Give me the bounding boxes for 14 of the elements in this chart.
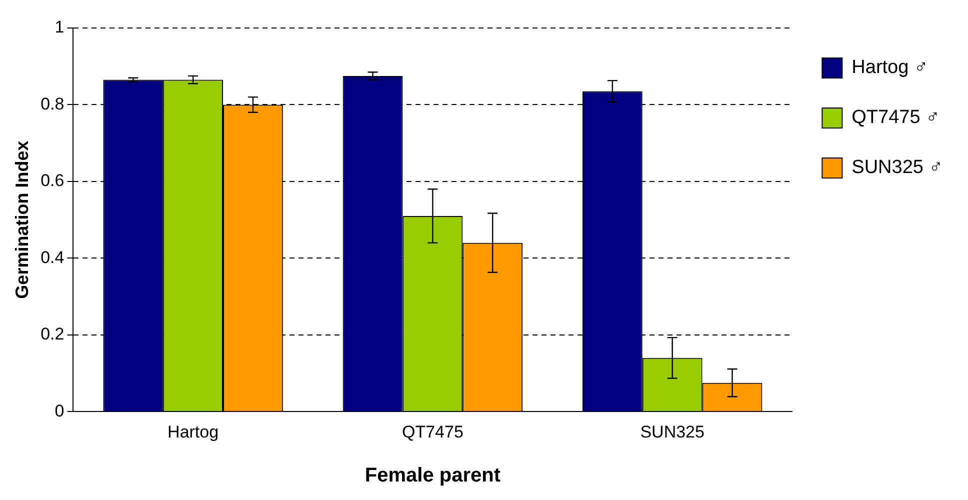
y-tick-label: 0 xyxy=(54,401,64,420)
legend-label: QT7475 ♂ xyxy=(852,107,940,128)
y-tick-label: 0.6 xyxy=(40,171,64,190)
y-axis-title: Germination Index xyxy=(12,140,32,299)
x-axis-title: Female parent xyxy=(364,464,501,487)
y-tick-label: 1 xyxy=(54,18,64,37)
x-tick-label: SUN325 xyxy=(640,422,704,442)
x-tick-label: QT7475 xyxy=(402,422,464,442)
y-tick-label: 0.8 xyxy=(40,94,64,114)
legend-label: Hartog ♂ xyxy=(852,57,928,78)
y-tick-label: 0.4 xyxy=(40,248,64,267)
y-tick-label: 0.2 xyxy=(40,324,64,344)
legend-label: SUN325 ♂ xyxy=(852,157,944,178)
x-tick-label: Hartog xyxy=(168,422,219,442)
